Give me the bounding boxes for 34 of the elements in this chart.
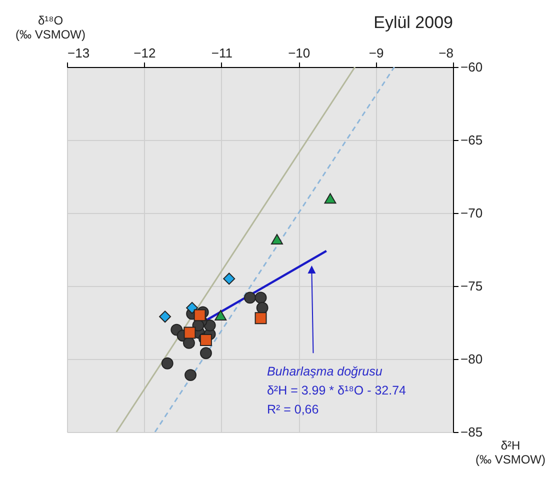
x-tick-label: −10 [288, 46, 310, 60]
y-tick-label: −60 [460, 60, 483, 74]
point [161, 357, 174, 370]
point [244, 292, 256, 304]
x-tick-label: −12 [134, 46, 156, 60]
x-axis-title: δ¹⁸O (‰ VSMOW) [16, 14, 86, 42]
point [200, 347, 212, 360]
point [214, 310, 227, 320]
point [324, 193, 336, 204]
point [256, 302, 268, 314]
point [194, 309, 206, 322]
annotation: δ²H = 3.99 * δ¹⁸O - 32.74 [266, 383, 406, 398]
point [223, 272, 236, 285]
point [254, 292, 267, 304]
point [159, 310, 172, 323]
y-tick-label: −65 [460, 132, 483, 148]
y-tick-label: −80 [460, 352, 483, 366]
y-tick-label: −85 [460, 424, 483, 440]
y-axis-title: δ²H (‰ VSMOW) [476, 438, 546, 466]
chart-title: Eylül 2009 [374, 13, 453, 32]
y-tick-label: −70 [460, 206, 483, 220]
point [184, 369, 196, 382]
x-tick-label: −11 [211, 46, 232, 60]
x-tick-label: −13 [68, 46, 90, 60]
point [184, 326, 196, 339]
point [186, 302, 198, 314]
annotation: Buharlaşma doğrusu [266, 364, 382, 378]
point [254, 312, 267, 324]
annotation: R² = 0,66 [266, 402, 319, 416]
x-tick-label: −8 [438, 46, 454, 60]
point [204, 319, 216, 332]
y-tick-label: −75 [460, 278, 483, 294]
x-tick-label: −9 [368, 46, 384, 60]
point [271, 234, 283, 245]
